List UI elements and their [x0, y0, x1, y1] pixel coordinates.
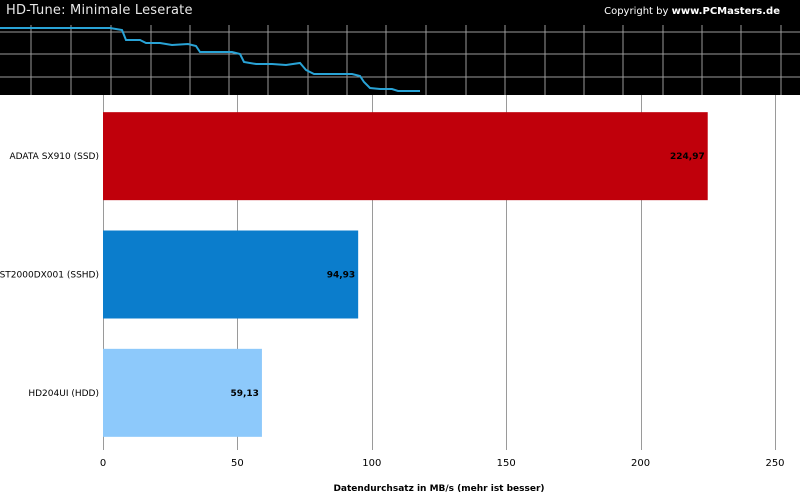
read-rate-line — [0, 27, 420, 92]
x-tick-label: 150 — [497, 458, 516, 469]
x-tick-label: 0 — [100, 458, 106, 469]
x-tick-label: 100 — [362, 458, 381, 469]
bar — [103, 348, 262, 437]
category-label: HD204UI (HDD) — [28, 389, 99, 399]
x-tick-label: 200 — [631, 458, 650, 469]
x-axis-title: Datendurchsatz in MB/s (mehr ist besser) — [333, 484, 544, 494]
chart-header: HD-Tune: Minimale Leserate Copyright by … — [0, 0, 800, 95]
bar — [103, 112, 708, 201]
chart-title: HD-Tune: Minimale Leserate — [6, 3, 193, 18]
bar — [103, 230, 359, 319]
category-label: ADATA SX910 (SSD) — [10, 152, 100, 162]
copyright-notice: Copyright by www.PCMasters.de — [604, 6, 780, 17]
category-label: ST2000DX001 (SSHD) — [0, 271, 99, 281]
data-label: 94,93 — [327, 271, 355, 281]
copyright-prefix: Copyright by — [604, 6, 672, 17]
x-tick-label: 250 — [765, 458, 784, 469]
bar-chart: 0 50 100 150 200 250 ADATA SX910 (SSD) 224,97 ST… — [0, 95, 785, 494]
x-tick-label: 50 — [231, 458, 244, 469]
hd-tune-graph-decoration — [0, 25, 800, 95]
data-label: 59,13 — [230, 389, 258, 399]
data-label: 224,97 — [670, 152, 705, 162]
copyright-site: www.PCMasters.de — [671, 6, 780, 17]
